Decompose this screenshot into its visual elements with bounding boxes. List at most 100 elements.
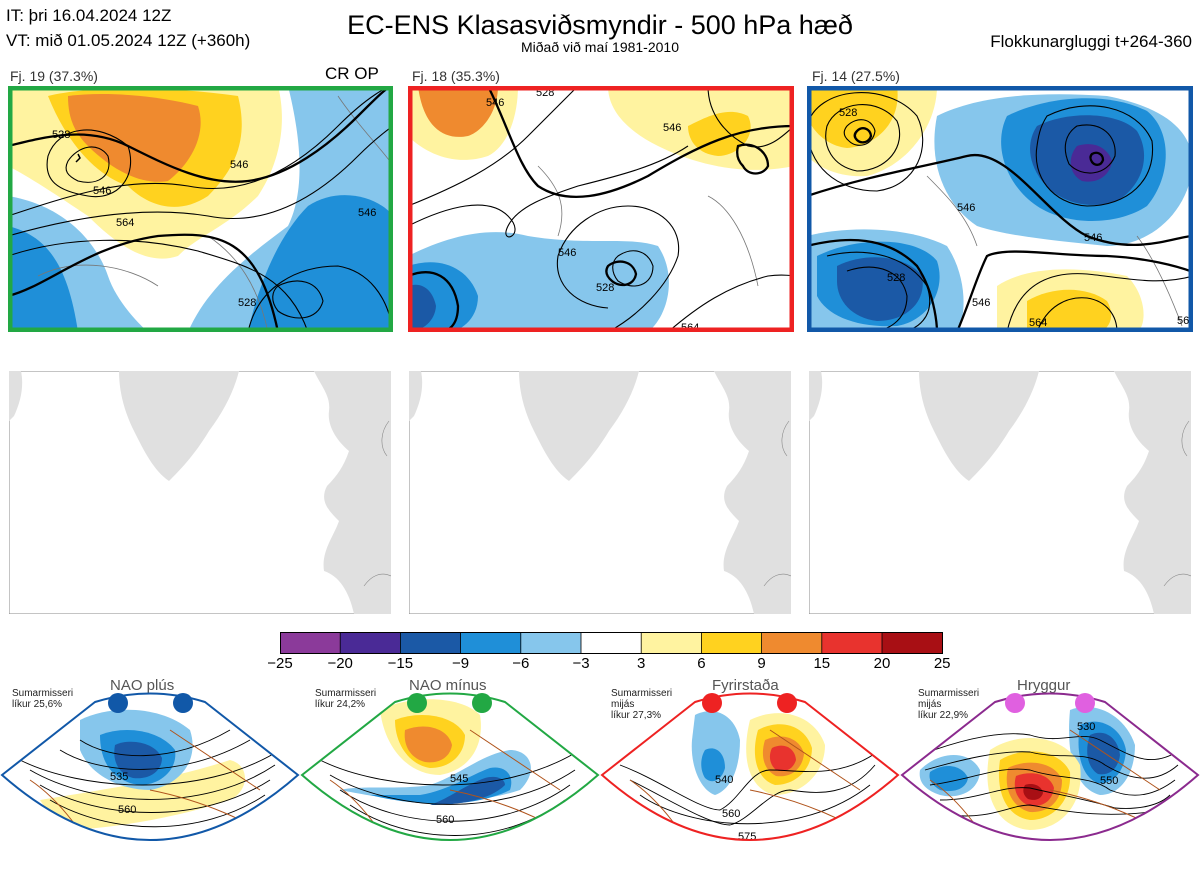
cluster-2-border <box>408 86 794 332</box>
colorbar-tick-label: 25 <box>933 655 951 672</box>
contour-label: 560 <box>436 814 454 826</box>
colorbar-cell <box>761 632 823 654</box>
colorbar-cell <box>400 632 462 654</box>
contour-label: 540 <box>715 774 733 786</box>
regime-2-outline <box>300 692 600 841</box>
regime-season: Sumarmisseri <box>12 688 74 699</box>
colorbar-cell <box>700 632 763 654</box>
contour-label: 528 <box>839 107 857 119</box>
contour-label: 564 <box>116 217 134 229</box>
regime-1-map: 535 560 <box>0 692 300 841</box>
colorbar-tick-label: 20 <box>873 655 891 672</box>
cluster-2-contour-labels: 546 528 546 546 528 564 <box>486 87 699 332</box>
regime-likelihood: líkur 27,3% <box>611 710 662 721</box>
regime-4-note: Sumarmisseri mijás líkur 22,9% <box>918 688 1008 721</box>
regime-season: Sumarmisseri <box>315 688 377 699</box>
contour-label: 546 <box>663 122 681 134</box>
filled-circle-icon <box>407 693 427 713</box>
contour-label: 575 <box>738 831 756 843</box>
filled-circle-icon <box>702 693 722 713</box>
contour-label: 546 <box>957 202 975 214</box>
contour-label: 528 <box>887 272 905 284</box>
contour-label: 546 <box>558 247 576 259</box>
contour-label: 575 <box>1093 838 1111 850</box>
contour-label: 546 <box>358 207 376 219</box>
regime-3-outline <box>600 692 900 841</box>
contour-label: 528 <box>238 297 256 309</box>
regime-4-outline <box>900 692 1200 841</box>
page-title: EC-ENS Klasasviðsmyndir - 500 hPa hæð <box>347 10 853 40</box>
initial-time: IT: þri 16.04.2024 12Z <box>6 6 172 25</box>
contour-label: 530 <box>1077 721 1095 733</box>
cluster-3-map: 528 546 546 528 546 564 564 <box>807 86 1193 332</box>
anomaly-colorbar <box>280 632 943 654</box>
filled-circle-icon <box>1075 693 1095 713</box>
colorbar-cell <box>280 632 342 654</box>
valid-time: VT: mið 01.05.2024 12Z (+360h) <box>6 31 251 50</box>
regime-3-map: 540 560 575 <box>600 692 900 843</box>
contour-label: 546 <box>93 185 111 197</box>
regime-likelihood: líkur 24,2% <box>315 699 366 710</box>
regime-2-title: NAO mínus <box>409 677 487 694</box>
regime-likelihood: líkur 25,6% <box>12 699 63 710</box>
regime-3-title: Fyrirstaða <box>712 677 779 694</box>
filled-circle-icon <box>173 693 193 713</box>
contour-label: 575 <box>446 849 464 861</box>
regime-period: mijás <box>918 699 942 710</box>
colorbar-tick-label: 9 <box>757 655 766 672</box>
regime-2-map: 545 560 575 <box>300 692 600 861</box>
colorbar-cell <box>821 632 883 654</box>
page-subtitle: Miðað við maí 1981-2010 <box>521 39 679 55</box>
contour-label: 564 <box>681 322 699 332</box>
filled-circle-icon <box>1005 693 1025 713</box>
regime-period: mijás <box>611 699 635 710</box>
contour-label: 564 <box>1029 317 1047 329</box>
colorbar-cell <box>520 632 583 654</box>
colorbar-tick-label: −20 <box>327 655 353 672</box>
cluster-2-map: 546 528 546 546 528 564 <box>408 86 794 332</box>
contour-label: 546 <box>230 159 248 171</box>
regime-season: Sumarmisseri <box>611 688 673 699</box>
contour-label: 546 <box>972 297 990 309</box>
contour-label: 528 <box>52 129 70 141</box>
colorbar-tick-label: 3 <box>637 655 646 672</box>
colorbar-cell <box>881 632 943 654</box>
cluster-3-label: Fj. 14 (27.5%) <box>812 68 900 84</box>
regime-season: Sumarmisseri <box>918 688 980 699</box>
regime-4-title: Hryggur <box>1017 677 1071 694</box>
colorbar-tick-label: −15 <box>387 655 414 672</box>
base-map-3 <box>809 371 1191 614</box>
filled-circle-icon <box>108 693 128 713</box>
cluster-3-contour-labels: 528 546 546 528 546 564 564 <box>839 107 1193 329</box>
contour-label: 528 <box>596 282 614 294</box>
regime-3-note: Sumarmisseri mijás líkur 27,3% <box>611 688 701 721</box>
colorbar-tick-label: −25 <box>267 655 293 672</box>
filled-circle-icon <box>472 693 492 713</box>
cluster-2-label: Fj. 18 (35.3%) <box>412 68 500 84</box>
contour-label: 550 <box>1100 775 1118 787</box>
colorbar-cell <box>339 632 402 654</box>
cluster-1-map: 528 546 564 546 546 528 <box>8 86 393 332</box>
regime-1-note: Sumarmisseri líkur 25,6% <box>12 688 102 710</box>
colorbar-tick-label: −6 <box>512 655 530 672</box>
cluster-1-tag: CR OP <box>325 64 379 83</box>
regime-likelihood: líkur 22,9% <box>918 710 969 721</box>
contour-label: 560 <box>118 804 136 816</box>
contour-label: 545 <box>450 773 468 785</box>
regime-4-map: 530 550 575 <box>900 692 1200 850</box>
contour-label: 546 <box>486 97 504 109</box>
cluster-1-contour-labels: 528 546 564 546 546 528 <box>52 129 376 309</box>
colorbar-cell <box>640 632 703 654</box>
regime-1-title: NAO plús <box>110 677 175 694</box>
colorbar-tick-label: 6 <box>697 655 706 672</box>
contour-label: 535 <box>110 771 128 783</box>
cluster-1-label: Fj. 19 (37.3%) <box>10 68 98 84</box>
colorbar-tick-label: −9 <box>452 655 470 672</box>
colorbar-cell <box>460 632 522 654</box>
contour-label: 560 <box>722 808 740 820</box>
contour-label: 546 <box>1084 232 1102 244</box>
filled-circle-icon <box>777 693 797 713</box>
regime-2-note: Sumarmisseri líkur 24,2% <box>315 688 405 710</box>
base-map-2 <box>409 371 791 614</box>
cluster-1-border <box>8 86 393 332</box>
